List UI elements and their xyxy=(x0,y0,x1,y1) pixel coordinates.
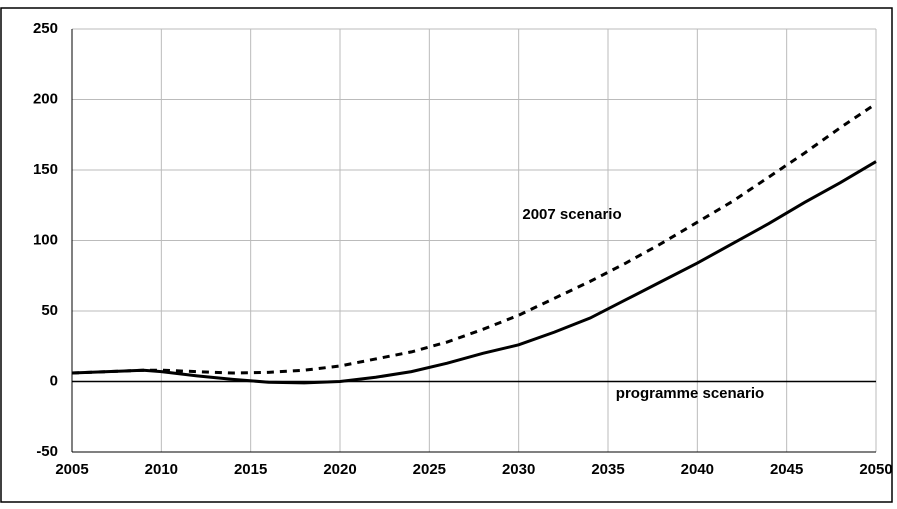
y-tick-label: 0 xyxy=(50,372,58,389)
x-tick-label: 2035 xyxy=(591,461,624,478)
series-line xyxy=(71,160,877,385)
x-tick-label: 2015 xyxy=(234,461,267,478)
x-tick-label: 2025 xyxy=(413,461,446,478)
x-tick-label: 2045 xyxy=(770,461,803,478)
y-tick-label: 250 xyxy=(33,20,58,37)
x-tick-label: 2005 xyxy=(55,461,88,478)
series-line xyxy=(71,102,877,375)
y-tick-label: 50 xyxy=(41,302,58,319)
y-tick-label: 100 xyxy=(33,231,58,248)
y-tick-label: -50 xyxy=(36,443,58,460)
series-label: programme scenario xyxy=(616,385,764,402)
y-tick-label: 200 xyxy=(33,90,58,107)
x-tick-label: 2010 xyxy=(145,461,178,478)
x-tick-label: 2020 xyxy=(323,461,356,478)
frame xyxy=(0,7,893,503)
x-tick-label: 2050 xyxy=(859,461,892,478)
series-label: 2007 scenario xyxy=(522,206,621,223)
x-tick-label: 2030 xyxy=(502,461,535,478)
x-tick-label: 2040 xyxy=(681,461,714,478)
y-tick-label: 150 xyxy=(33,161,58,178)
